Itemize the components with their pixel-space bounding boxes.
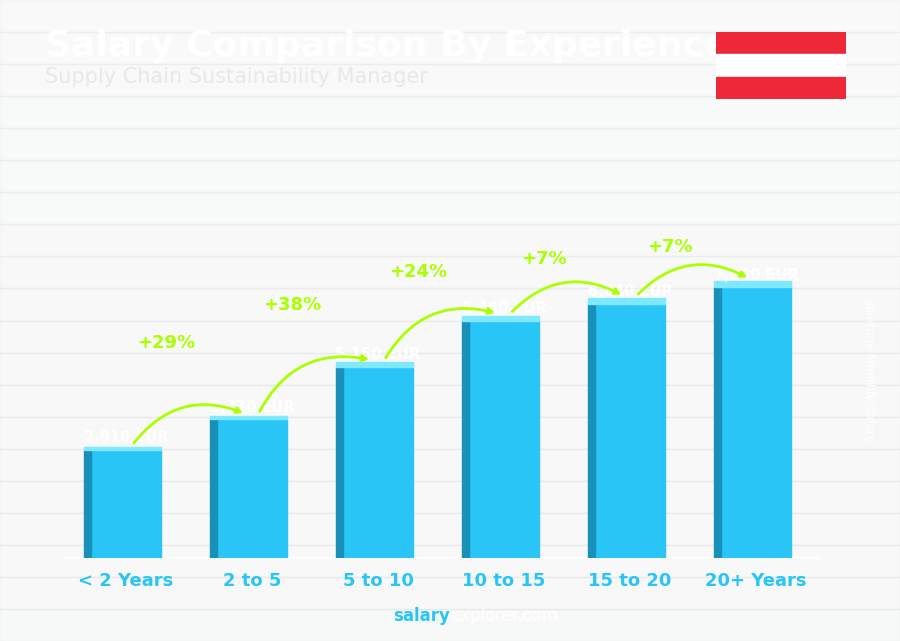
Text: 6,380 EUR: 6,380 EUR <box>462 301 546 317</box>
Bar <box>0 545 900 577</box>
Text: +7%: +7% <box>521 251 567 269</box>
Text: +29%: +29% <box>138 333 195 352</box>
Text: salary: salary <box>393 607 450 625</box>
Bar <box>211 419 217 558</box>
Bar <box>463 316 538 321</box>
Bar <box>589 298 664 304</box>
Text: Supply Chain Sustainability Manager: Supply Chain Sustainability Manager <box>45 67 428 87</box>
Bar <box>716 77 846 99</box>
Bar <box>463 321 469 558</box>
Bar <box>469 321 538 558</box>
Bar <box>0 128 900 160</box>
Bar <box>85 447 161 450</box>
Text: Average Monthly Salary: Average Monthly Salary <box>862 301 875 442</box>
Bar <box>0 64 900 96</box>
Bar <box>343 367 412 558</box>
Bar <box>0 417 900 449</box>
Text: +38%: +38% <box>263 296 321 313</box>
Bar <box>721 287 790 558</box>
Bar <box>217 419 286 558</box>
Bar <box>0 32 900 64</box>
Text: 3,730 EUR: 3,730 EUR <box>210 400 294 415</box>
Bar <box>92 450 160 558</box>
Bar <box>0 385 900 417</box>
Text: Salary Comparison By Experience: Salary Comparison By Experience <box>45 29 728 63</box>
Text: 7,290 EUR: 7,290 EUR <box>714 268 798 283</box>
Bar <box>0 481 900 513</box>
Text: 2,910 EUR: 2,910 EUR <box>84 430 168 445</box>
Text: +7%: +7% <box>647 238 693 256</box>
Text: 5,150 EUR: 5,150 EUR <box>336 347 420 362</box>
Bar <box>0 256 900 288</box>
Bar <box>0 160 900 192</box>
Bar <box>716 54 846 77</box>
Text: 6,840 EUR: 6,840 EUR <box>588 285 672 299</box>
Bar <box>715 287 721 558</box>
Bar <box>0 449 900 481</box>
Bar <box>0 224 900 256</box>
Bar <box>0 96 900 128</box>
Bar <box>85 450 92 558</box>
Bar <box>0 192 900 224</box>
Bar <box>0 353 900 385</box>
Text: explorer.com: explorer.com <box>450 607 558 625</box>
Bar <box>0 513 900 545</box>
Bar <box>589 304 595 558</box>
Bar <box>0 288 900 320</box>
Bar <box>0 577 900 609</box>
Bar <box>0 609 900 641</box>
Bar <box>337 367 343 558</box>
Text: +24%: +24% <box>390 263 447 281</box>
Bar <box>715 281 790 287</box>
Bar <box>595 304 664 558</box>
Bar <box>0 0 900 32</box>
Bar <box>0 320 900 353</box>
Bar <box>716 32 846 54</box>
Bar <box>337 362 412 367</box>
Bar <box>211 416 286 419</box>
